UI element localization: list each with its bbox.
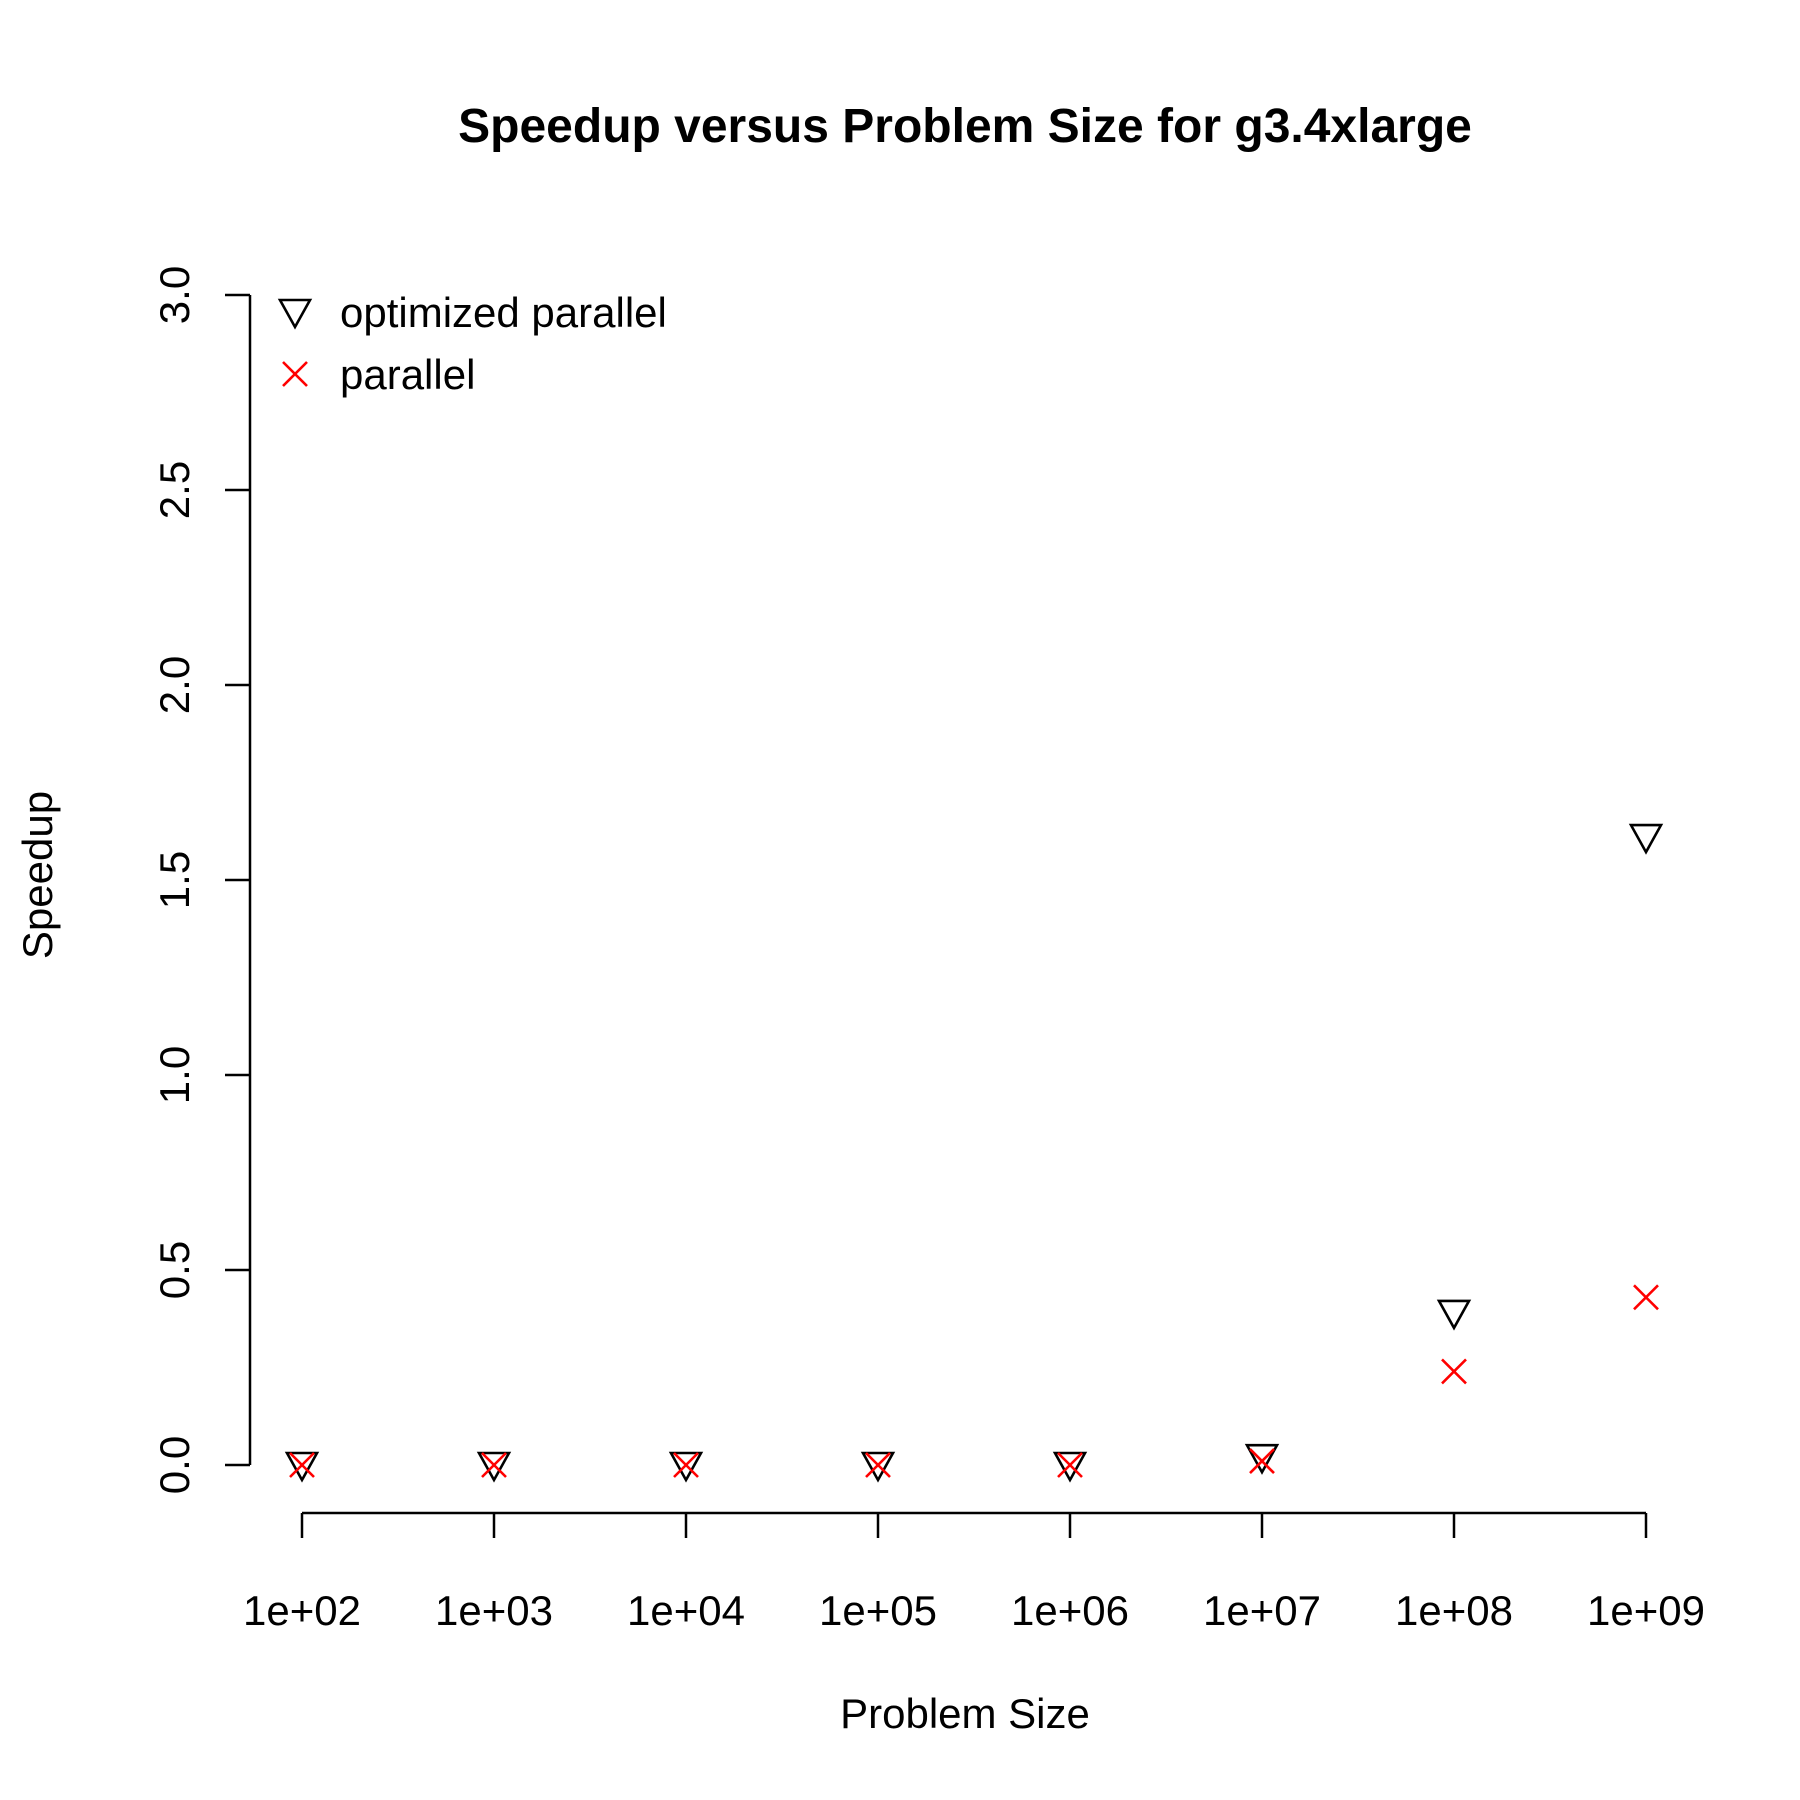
x-tick-label: 1e+07 — [1203, 1587, 1321, 1634]
y-tick-label: 2.0 — [151, 656, 198, 714]
parallel-point — [289, 1452, 315, 1478]
parallel-point — [481, 1452, 507, 1478]
chart-title: Speedup versus Problem Size for g3.4xlar… — [458, 100, 1472, 153]
legend-label: optimized parallel — [340, 289, 667, 336]
x-tick-label: 1e+04 — [627, 1587, 745, 1634]
parallel-point-stroke — [1249, 1448, 1275, 1475]
x-tick-label: 1e+08 — [1395, 1587, 1513, 1634]
parallel-point — [1057, 1452, 1083, 1478]
x-tick-label: 1e+05 — [819, 1587, 937, 1634]
optimized-parallel-point — [1436, 1299, 1472, 1331]
legend-x-icon-stroke — [282, 361, 308, 387]
optimized-parallel-point — [668, 1451, 704, 1483]
parallel-point-stroke — [673, 1452, 699, 1478]
parallel-point — [1249, 1448, 1275, 1475]
x-tick-label: 1e+06 — [1011, 1587, 1129, 1634]
optimized-parallel-point — [284, 1451, 320, 1483]
x-tick-label: 1e+09 — [1587, 1587, 1705, 1634]
axes: 0.0 0.5 1.0 1.5 2.0 2.5 3.0 1e+02 1e+03 1e+04 1e+0… — [151, 266, 1705, 1634]
legend-label: parallel — [340, 351, 475, 398]
parallel-point-stroke — [1633, 1284, 1659, 1311]
y-tick-label: 1.0 — [151, 1046, 198, 1104]
x-axis-title: Problem Size — [840, 1690, 1090, 1737]
data-marks — [284, 823, 1664, 1483]
parallel-point-stroke — [865, 1452, 891, 1478]
legend-x-icon — [282, 361, 308, 387]
x-tick-label: 1e+02 — [243, 1587, 361, 1634]
parallel-point-stroke — [1057, 1452, 1083, 1478]
legend-triangle-icon — [277, 298, 313, 330]
optimized-parallel-point — [476, 1451, 512, 1483]
y-tick-label: 0.5 — [151, 1241, 198, 1299]
optimized-parallel-point — [860, 1451, 896, 1483]
optimized-parallel-point — [1628, 823, 1664, 855]
parallel-point-stroke — [289, 1452, 315, 1478]
parallel-point — [1633, 1284, 1659, 1311]
parallel-point — [673, 1452, 699, 1478]
parallel-point-stroke — [481, 1452, 507, 1478]
y-tick-label: 0.0 — [151, 1436, 198, 1494]
x-tick-label: 1e+03 — [435, 1587, 553, 1634]
y-tick-label: 1.5 — [151, 851, 198, 909]
optimized-parallel-point — [1052, 1451, 1088, 1483]
legend: optimized parallel parallel — [277, 289, 667, 398]
parallel-point-stroke — [1441, 1358, 1467, 1385]
optimized-parallel-point — [1244, 1443, 1280, 1475]
parallel-point — [865, 1452, 891, 1478]
y-tick-label: 3.0 — [151, 266, 198, 324]
y-tick-label: 2.5 — [151, 461, 198, 519]
parallel-point — [1441, 1358, 1467, 1385]
y-axis-title: Speedup — [14, 791, 61, 959]
